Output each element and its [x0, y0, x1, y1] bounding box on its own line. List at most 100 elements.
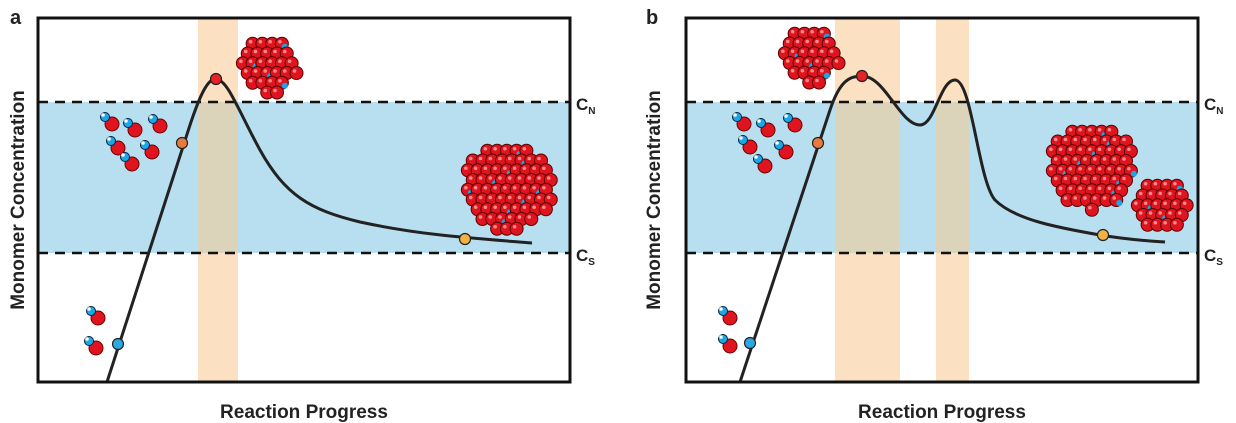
ligand	[1116, 200, 1122, 206]
monomer-ligand-highlight	[101, 113, 105, 117]
atom-highlight	[259, 59, 263, 63]
curve-marker	[211, 74, 222, 85]
curve-marker	[113, 339, 124, 350]
atom-highlight	[1134, 201, 1138, 205]
atom-highlight	[1098, 186, 1102, 190]
atom-highlight	[513, 225, 517, 229]
atom-highlight	[1064, 157, 1068, 161]
atom-highlight	[537, 196, 541, 200]
curve-marker	[813, 138, 824, 149]
monomer-ligand-highlight	[754, 155, 758, 159]
atom-highlight	[1108, 128, 1112, 132]
atom-highlight	[1098, 128, 1102, 132]
atom-highlight	[1144, 221, 1148, 225]
atom-highlight	[527, 215, 531, 219]
atom-highlight	[1144, 201, 1148, 205]
cn-label: CN	[576, 95, 596, 117]
atom-highlight	[1073, 157, 1077, 161]
atom-highlight	[263, 89, 267, 93]
atom-highlight	[1122, 138, 1126, 142]
atom-highlight	[542, 166, 546, 170]
atom-highlight	[527, 157, 531, 161]
atom-highlight	[488, 157, 492, 161]
atom-highlight	[293, 69, 297, 73]
atom-highlight	[1078, 128, 1082, 132]
monomer-ligand-highlight	[719, 335, 723, 339]
atom-highlight	[484, 147, 488, 151]
atom-highlight	[1098, 147, 1102, 151]
monomer-ligand-highlight	[784, 114, 788, 118]
atom-highlight	[830, 49, 834, 53]
atom-highlight	[1059, 167, 1063, 171]
atom-highlight	[1149, 192, 1153, 196]
atom-highlight	[1069, 186, 1073, 190]
atom-highlight	[469, 196, 473, 200]
atom-highlight	[801, 69, 805, 73]
atom-highlight	[469, 176, 473, 180]
atom-highlight	[1093, 157, 1097, 161]
atom-highlight	[810, 69, 814, 73]
atom-highlight	[1168, 192, 1172, 196]
atom-highlight	[1112, 196, 1116, 200]
atom-highlight	[1103, 157, 1107, 161]
atom-highlight	[810, 30, 814, 34]
y-axis-label: Monomer Concentration	[644, 90, 665, 310]
atom-highlight	[1083, 196, 1087, 200]
atom-highlight	[1163, 182, 1167, 186]
atom-highlight	[527, 176, 531, 180]
atom-highlight	[1163, 201, 1167, 205]
atom-highlight	[1064, 196, 1068, 200]
atom-highlight	[474, 205, 478, 209]
atom-highlight	[1154, 201, 1158, 205]
curve-marker	[745, 338, 756, 349]
atom-highlight	[825, 59, 829, 63]
atom-highlight	[278, 59, 282, 63]
atom-highlight	[1064, 138, 1068, 142]
atom-highlight	[1098, 167, 1102, 171]
atom-highlight	[508, 215, 512, 219]
atom-highlight	[1088, 206, 1092, 210]
curve-marker	[1098, 230, 1109, 241]
atom-highlight	[474, 186, 478, 190]
atom-highlight	[493, 166, 497, 170]
atom-highlight	[786, 40, 790, 44]
atom-highlight	[249, 40, 253, 44]
atom-highlight	[283, 69, 287, 73]
atom-highlight	[537, 176, 541, 180]
atom-highlight	[498, 176, 502, 180]
monomer-ligand-highlight	[719, 307, 723, 311]
atom-highlight	[278, 40, 282, 44]
atom-highlight	[479, 176, 483, 180]
atom-highlight	[1158, 211, 1162, 215]
monomer-ligand-highlight	[149, 115, 153, 119]
monomer-ligand-highlight	[87, 307, 91, 311]
atom-highlight	[820, 30, 824, 34]
monomer	[85, 337, 104, 356]
atom-highlight	[1117, 147, 1121, 151]
atom-highlight	[1073, 138, 1077, 142]
panel-label: a	[10, 7, 22, 29]
atom-highlight	[268, 59, 272, 63]
atom-highlight	[479, 215, 483, 219]
atom	[290, 67, 303, 80]
atom-highlight	[805, 40, 809, 44]
atom	[271, 86, 284, 99]
atom-highlight	[273, 89, 277, 93]
atom-highlight	[484, 186, 488, 190]
atom-highlight	[244, 69, 248, 73]
atom-highlight	[1093, 138, 1097, 142]
atom-highlight	[1069, 167, 1073, 171]
atom-highlight	[1112, 157, 1116, 161]
atom-highlight	[1149, 211, 1153, 215]
atom-highlight	[503, 225, 507, 229]
atom-highlight	[488, 196, 492, 200]
atom-highlight	[503, 166, 507, 170]
atom-highlight	[820, 49, 824, 53]
atom-highlight	[493, 225, 497, 229]
atom-highlight	[479, 157, 483, 161]
atom-highlight	[1093, 196, 1097, 200]
atom-highlight	[547, 196, 551, 200]
atom-highlight	[1163, 221, 1167, 225]
curve-marker	[857, 71, 868, 82]
atom-highlight	[1054, 138, 1058, 142]
